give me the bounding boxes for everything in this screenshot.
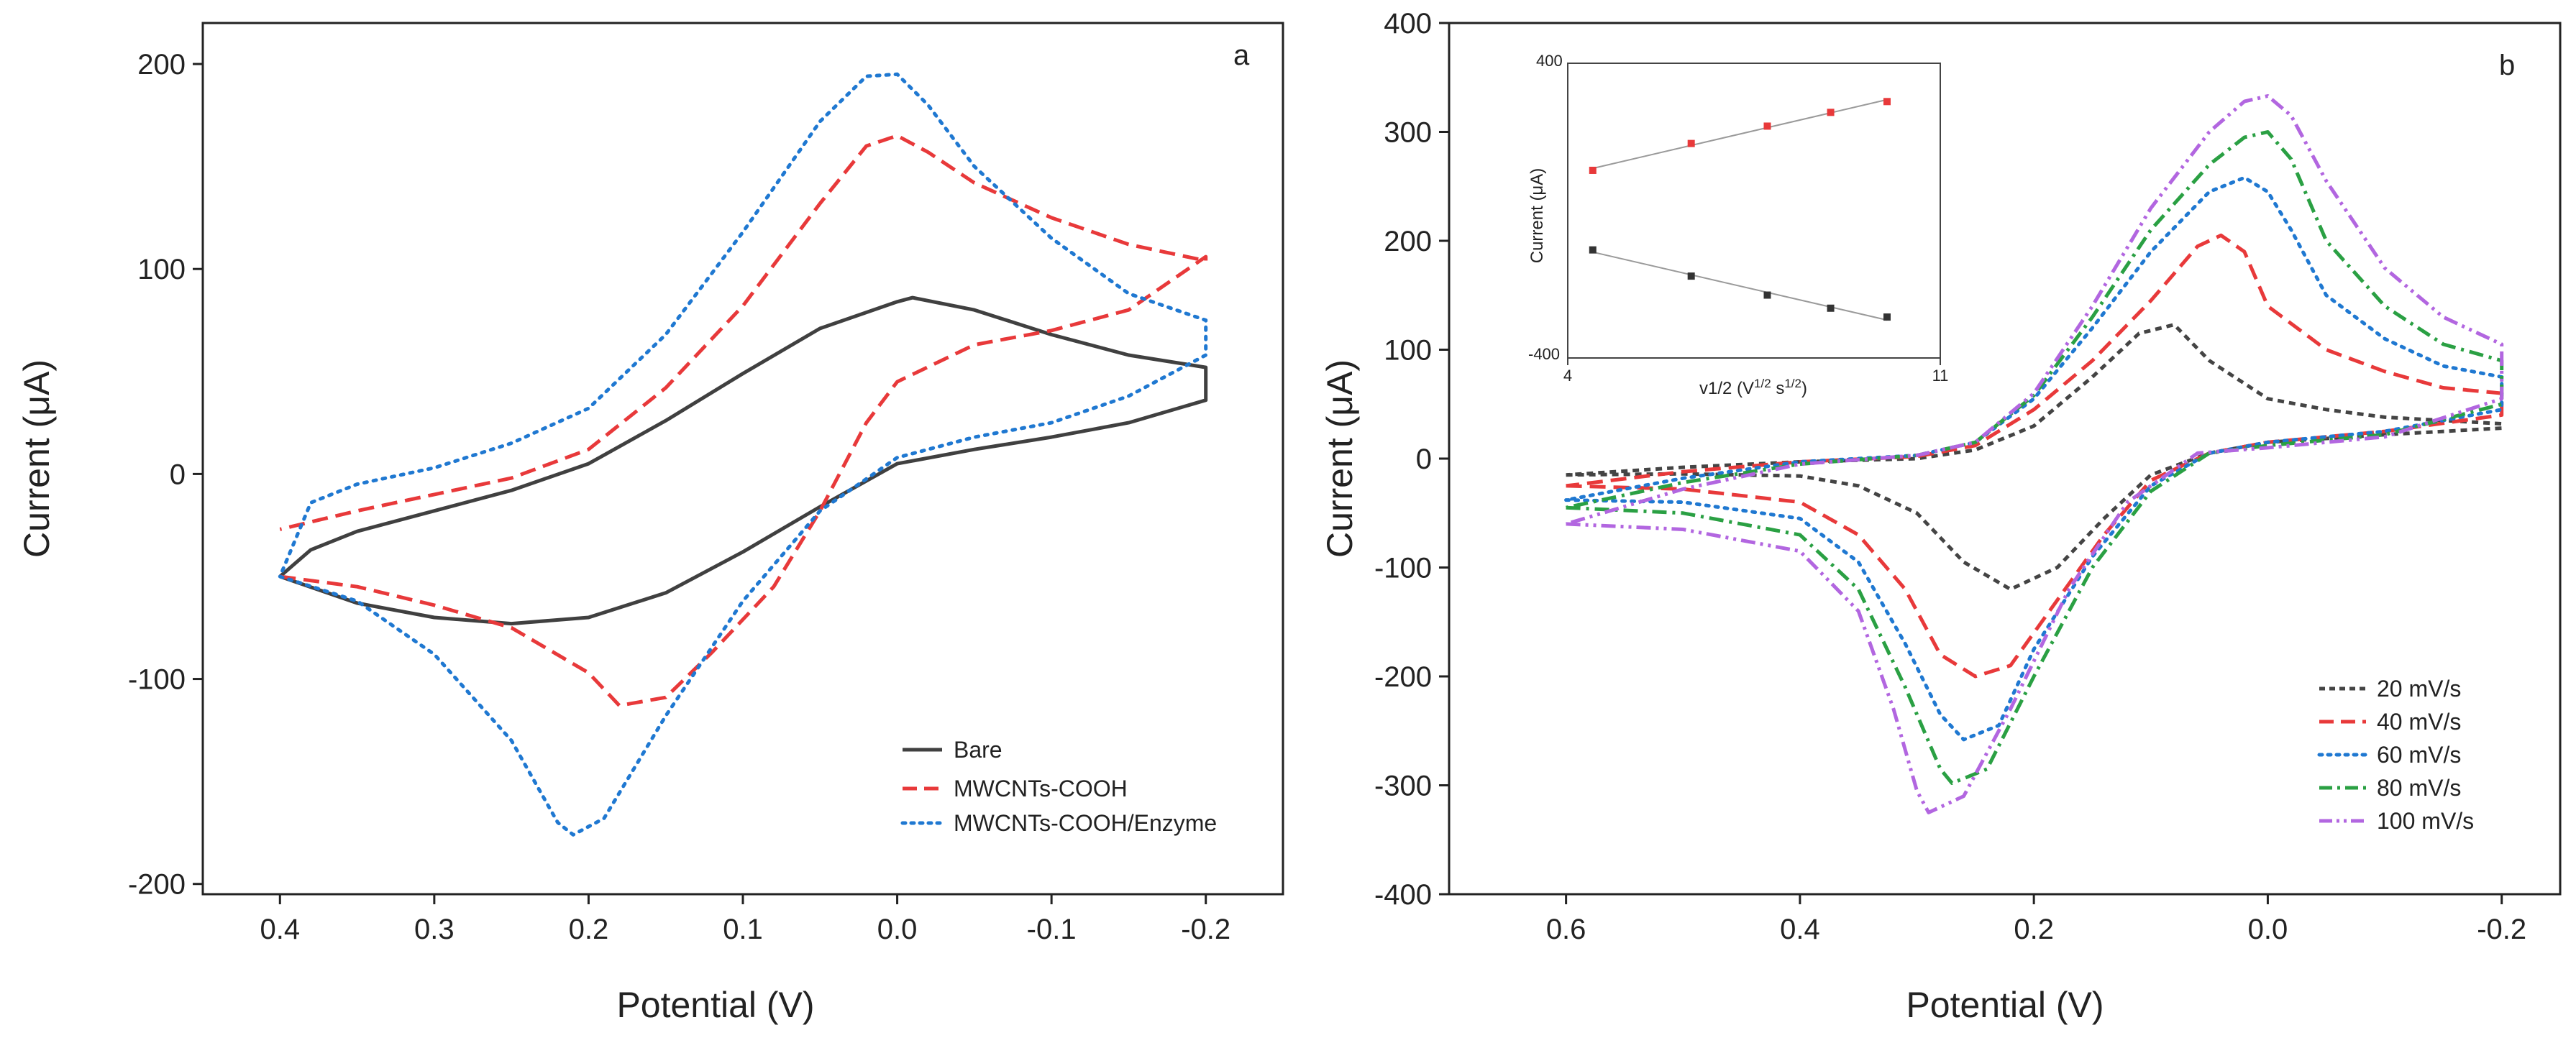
- panel-b-inset: 4 11 400 -400 Current (μA) v1/2 (V1/2 s1…: [1527, 52, 1948, 398]
- legend-a-label-bare: Bare: [954, 737, 1002, 763]
- inset-fit-line-1: [1592, 251, 1888, 321]
- x-tick-label-a: 0.4: [260, 914, 300, 945]
- x-tick-label-a: 0.2: [569, 914, 609, 945]
- inset-point-0-0: [1589, 166, 1597, 174]
- inset-x-title-sup1: 1/2: [1754, 377, 1771, 390]
- x-tick-label-b: 0.4: [1780, 914, 1820, 945]
- panel-b-x-ticks: 0.6 0.4 0.2 0.0 -0.2: [1546, 894, 2526, 945]
- y-tick-label-b: 0: [1416, 444, 1432, 475]
- x-tick-label-b: 0.0: [2248, 914, 2288, 945]
- y-tick-label-b: 300: [1384, 117, 1432, 149]
- inset-x-title-sup2: 1/2: [1784, 377, 1801, 390]
- series-line-a-2: [278, 72, 1208, 837]
- x-tick-label-a: -0.1: [1027, 914, 1077, 945]
- inset-point-1-4: [1883, 313, 1891, 321]
- y-tick-label-a: -200: [128, 869, 186, 901]
- inset-frame: [1567, 63, 1941, 359]
- x-tick-label-b: -0.2: [2477, 914, 2526, 945]
- legend-b-label-100: 100 mV/s: [2377, 808, 2474, 834]
- series-line-b-4: [1565, 94, 2504, 814]
- inset-point-1-1: [1687, 272, 1695, 280]
- x-tick-label-a: -0.2: [1181, 914, 1230, 945]
- panel-b-x-axis-title: Potential (V): [1906, 985, 2104, 1025]
- inset-y-tick-400: 400: [1536, 52, 1563, 70]
- panel-b-legend: 20 mV/s 40 mV/s 60 mV/s 80 mV/s 100 mV/s: [2317, 676, 2474, 834]
- inset-point-0-2: [1763, 122, 1771, 130]
- inset-x-tick-11: 11: [1932, 367, 1949, 385]
- legend-b-label-20: 20 mV/s: [2377, 676, 2461, 702]
- y-tick-label-a: -100: [128, 664, 186, 696]
- y-tick-label-b: -200: [1374, 661, 1432, 693]
- panel-a-y-ticks: 200 100 0 -100 -200: [128, 49, 203, 901]
- inset-y-axis-title: Current (μA): [1527, 168, 1547, 264]
- y-tick-label-a: 100: [137, 254, 186, 285]
- series-line-b-0: [1566, 323, 2504, 592]
- inset-point-0-3: [1827, 109, 1835, 116]
- inset-x-axis-title: v1/2 (V1/2 s1/2): [1699, 377, 1807, 398]
- panel-a-series-group: [278, 72, 1208, 837]
- inset-point-1-2: [1763, 291, 1771, 299]
- y-tick-label-b: -400: [1374, 879, 1432, 911]
- panel-a-chart: 0.4 0.3 0.2 0.1 0.0 -0.1 -0.2 2001000-100-200 …: [17, 22, 1284, 1025]
- x-tick-label-a: 0.3: [414, 914, 455, 945]
- inset-series-group: [1589, 98, 1891, 321]
- inset-background: [1568, 63, 1940, 358]
- series-line-a-0: [278, 295, 1208, 626]
- panel-a-legend: Bare MWCNTs-COOH MWCNTs-COOH/Enzyme: [900, 737, 1217, 836]
- panel-a-y-axis-title: Current (μA): [17, 359, 57, 558]
- inset-x-tick-4: 4: [1563, 367, 1572, 385]
- legend-b-label-40: 40 mV/s: [2377, 709, 2461, 735]
- inset-x-title-mid: s: [1771, 379, 1785, 398]
- legend-b-label-60: 60 mV/s: [2377, 742, 2461, 768]
- panel-b-series-group: [1564, 94, 2504, 814]
- inset-x-title-end: ): [1801, 379, 1807, 398]
- panel-b-y-axis-title: Current (μA): [1320, 359, 1360, 558]
- y-tick-label-b: 400: [1384, 8, 1432, 40]
- panel-a-x-ticks: 0.4 0.3 0.2 0.1 0.0 -0.1 -0.2: [260, 894, 1230, 945]
- inset-point-1-0: [1589, 246, 1597, 254]
- legend-b-label-80: 80 mV/s: [2377, 775, 2461, 801]
- y-tick-label-b: -300: [1374, 771, 1432, 802]
- y-tick-label-b: 200: [1384, 226, 1432, 257]
- y-tick-label-b: 100: [1384, 335, 1432, 367]
- inset-point-0-4: [1883, 98, 1891, 106]
- panel-a-label: a: [1233, 40, 1250, 71]
- y-tick-label-a: 200: [137, 49, 186, 81]
- panel-b-label: b: [2499, 50, 2515, 81]
- inset-fit-line-0: [1592, 98, 1888, 170]
- x-tick-label-b: 0.6: [1546, 914, 1586, 945]
- panel-a-x-axis-title: Potential (V): [616, 985, 814, 1025]
- panel-b-chart: 0.6 0.4 0.2 0.0 -0.2 400 300 200 100 0 -100 -200 -3…: [1320, 8, 2562, 1025]
- x-tick-label-a: 0.0: [877, 914, 918, 945]
- inset-point-0-1: [1687, 139, 1695, 147]
- legend-a-label-mwcnts: MWCNTs-COOH: [954, 776, 1128, 801]
- y-tick-label-a: 0: [170, 459, 186, 490]
- y-tick-label-b: -100: [1374, 553, 1432, 584]
- x-tick-label-b: 0.2: [2014, 914, 2054, 945]
- series-line-a-1: [279, 134, 1208, 708]
- inset-point-1-3: [1827, 304, 1835, 312]
- inset-x-title-main: v1/2 (V: [1699, 379, 1754, 398]
- panel-b-y-ticks: 400 300 200 100 0 -100 -200 -300 -400: [1374, 8, 1449, 911]
- legend-a-label-enzyme: MWCNTs-COOH/Enzyme: [954, 810, 1217, 836]
- inset-y-tick-neg400: -400: [1528, 345, 1560, 363]
- x-tick-label-a: 0.1: [723, 914, 763, 945]
